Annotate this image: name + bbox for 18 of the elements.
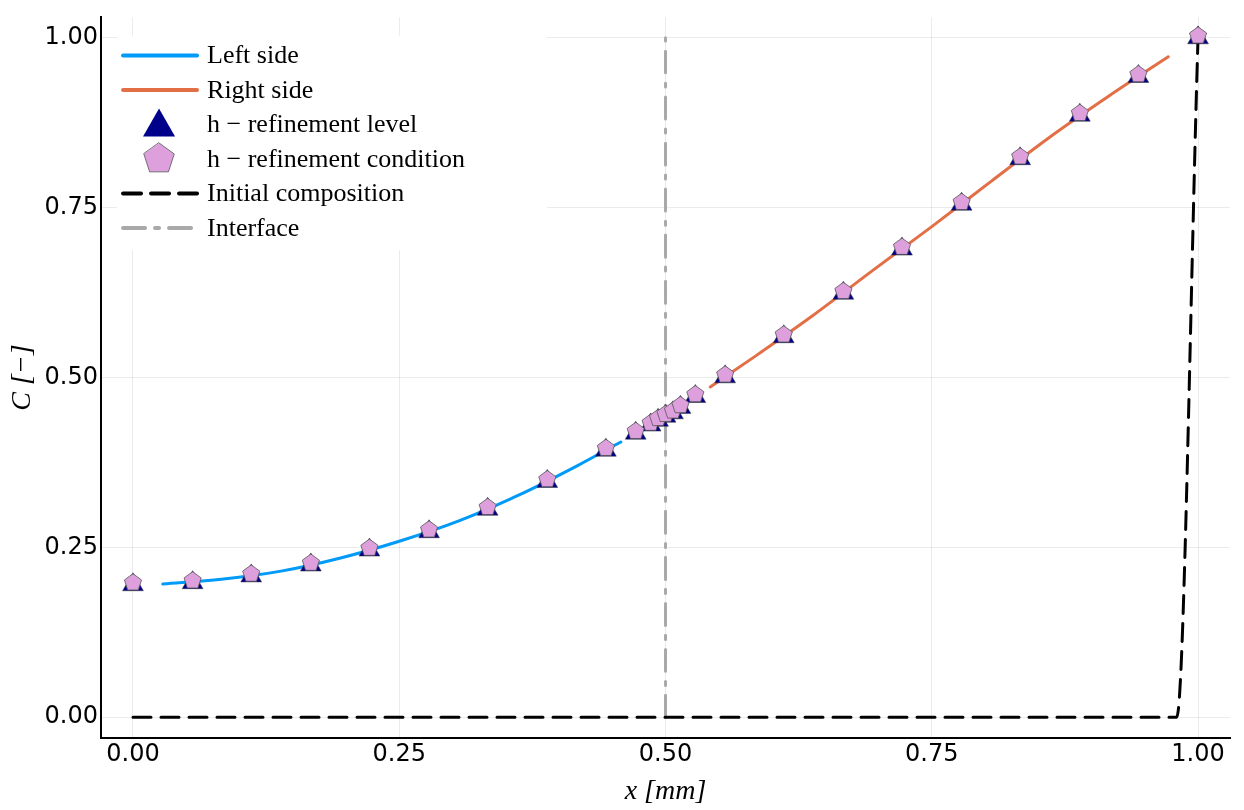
x-tick-label: 0.50	[638, 739, 693, 768]
x-tick-label: 0.25	[372, 739, 426, 768]
legend-label: h − refinement condition	[207, 143, 466, 173]
legend-label: Interface	[207, 212, 300, 242]
y-tick-label: 0.00	[44, 701, 99, 730]
y-tick-label: 0.75	[44, 191, 99, 220]
legend-label: Initial composition	[207, 178, 405, 208]
x-tick-label: 1.00	[1171, 739, 1225, 768]
x-tick-label: 0.75	[905, 739, 959, 768]
y-tick-label: 0.50	[44, 361, 99, 390]
x-tick-label: 0.00	[106, 739, 160, 768]
x-axis-title: x [mm]	[623, 773, 707, 805]
y-tick-label: 0.25	[44, 531, 99, 560]
legend-label: Left side	[207, 40, 299, 70]
legend-label: Right side	[207, 74, 314, 104]
y-axis-title: C [−]	[5, 344, 37, 411]
y-tick-label: 1.00	[44, 22, 99, 51]
legend-label: h − refinement level	[207, 109, 418, 139]
